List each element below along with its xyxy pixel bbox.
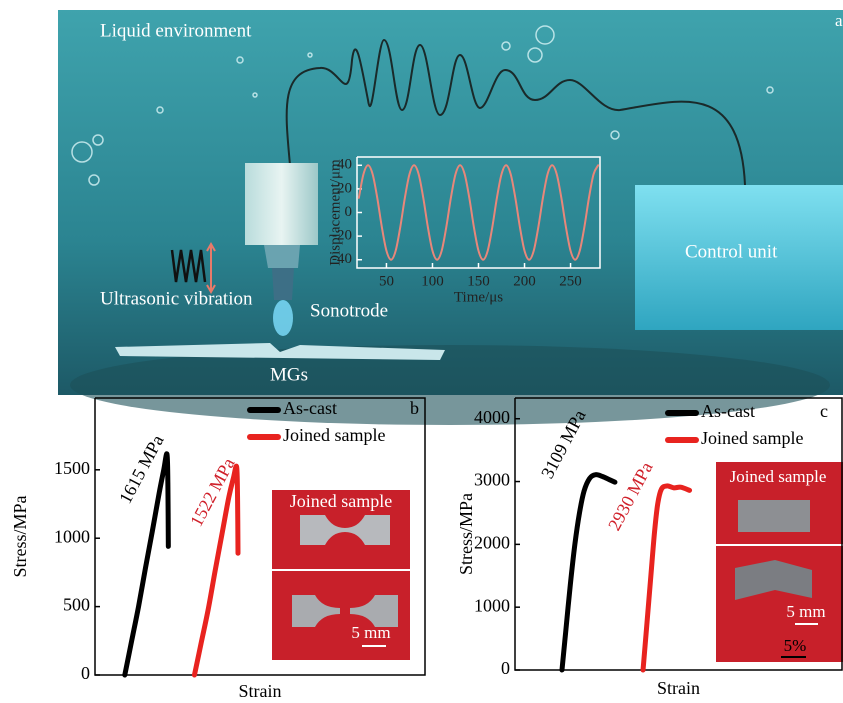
legend-label: As-cast [283,398,337,418]
photo-title: Joined sample [730,467,827,486]
sample-photo-c: Joined sample 5 mm 5% [716,462,843,662]
panel-label: c [820,401,828,421]
label-sonotrode: Sonotrode [310,300,388,321]
sample-photo-b: Joined sample 5 mm [272,490,410,660]
specimen [738,500,810,532]
y-tick-label: 500 [63,595,90,615]
y-tick-label: 0 [345,204,353,220]
y-tick-label: 1500 [54,458,90,478]
y-tick-label: 1000 [474,595,510,615]
legend-label: Joined sample [283,425,385,445]
x-tick-label: 150 [467,273,490,289]
y-axis-label: Displacement/μm [327,159,343,266]
figure: Liquid environment a Ultrasonic vibratio… [0,0,843,703]
panel-label: a [835,11,843,30]
panel-label: b [410,398,419,418]
photo-scale: 5 mm [786,602,825,621]
horn [264,245,300,268]
y-tick-label: 3000 [474,470,510,490]
y-tick-label: 4000 [474,407,510,427]
label-vibration: Ultrasonic vibration [100,288,253,309]
y-axis-label: Stress/MPa [10,495,30,577]
x-tick-label: 50 [379,273,394,289]
x-axis-label: Time/μs [454,289,503,305]
x-tick-label: 250 [559,273,582,289]
peak-annotation: 2930 MPa [604,459,657,534]
y-tick-label: 0 [501,658,510,678]
label-control: Control unit [685,241,778,262]
photo-title: Joined sample [290,491,392,511]
legend-label: Joined sample [701,428,803,448]
x-tick-label: 200 [513,273,536,289]
x-axis-label: Strain [239,681,282,701]
y-axis-label: Stress/MPa [456,493,476,575]
y-tick-label: 1000 [54,526,90,546]
label-material: MGs [270,364,308,385]
y-tick-label: 0 [81,663,90,683]
sonotrode-tip [273,300,293,336]
x-axis-label: Strain [657,678,700,698]
transducer [245,163,318,245]
panel-a-illustration: Liquid environment a Ultrasonic vibratio… [58,10,843,425]
series-line [643,486,690,670]
photo-scale: 5 mm [351,623,390,642]
legend-label: As-cast [701,401,755,421]
x-tick-label: 100 [421,273,444,289]
label-liquid: Liquid environment [100,20,252,41]
y-tick-label: 2000 [474,532,510,552]
strain-scale: 5% [784,636,807,655]
series-line [562,475,615,670]
page: {"panel_a": {"label": "a", "liquid": "Li… [0,0,843,703]
sonotrode [272,268,294,300]
